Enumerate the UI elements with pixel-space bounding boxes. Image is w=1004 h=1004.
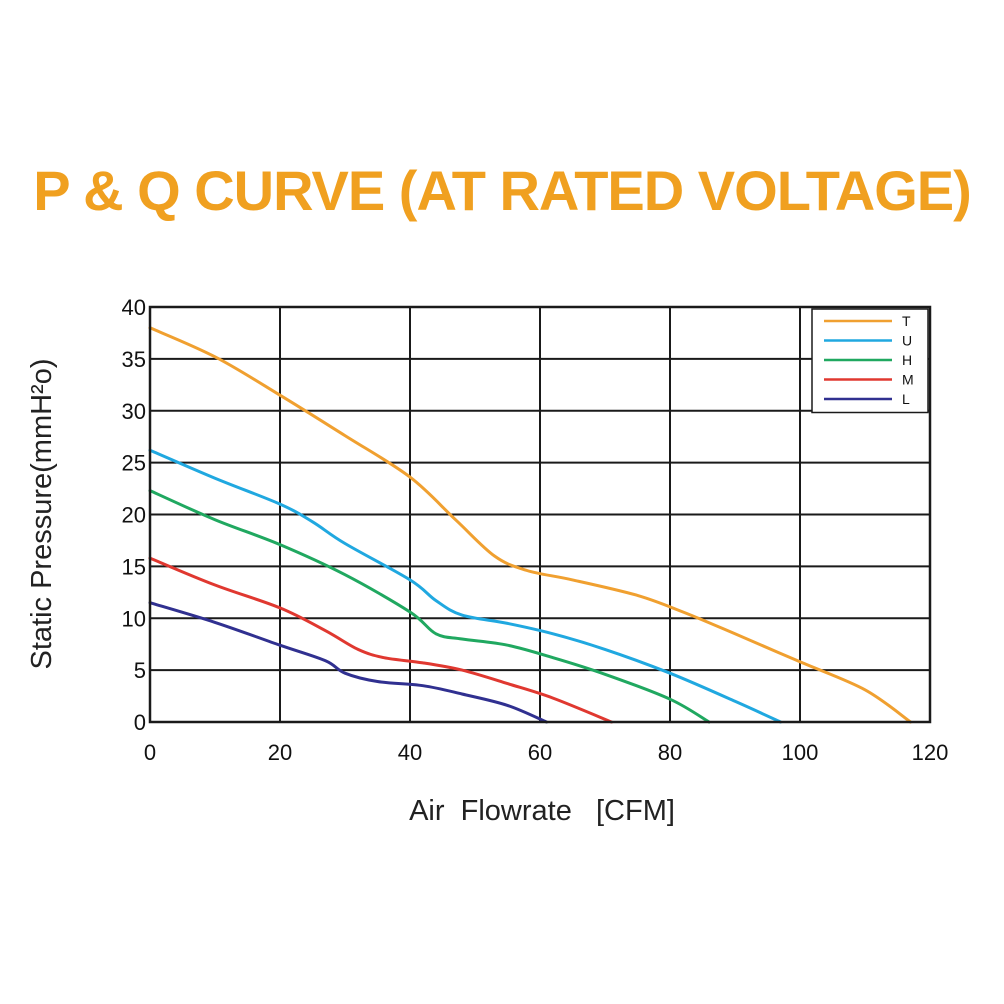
y-tick-label-10: 10 bbox=[122, 606, 146, 631]
plot-frame bbox=[148, 305, 932, 724]
y-tick-label-25: 25 bbox=[122, 451, 146, 476]
y-tick-label-20: 20 bbox=[122, 503, 146, 528]
legend-label-u: U bbox=[902, 333, 912, 349]
x-tick-label-60: 60 bbox=[528, 740, 552, 765]
x-tick-label-80: 80 bbox=[658, 740, 682, 765]
chart-title: P & Q CURVE (AT RATED VOLTAGE) bbox=[33, 159, 972, 222]
tick-labels: 0 20 40 60 80 100 120 0 5 10 15 20 25 30 35 40 bbox=[122, 295, 949, 765]
series-line-l bbox=[148, 601, 548, 724]
y-tick-label-30: 30 bbox=[122, 399, 146, 424]
x-tick-label-120: 120 bbox=[912, 740, 949, 765]
x-tick-label-40: 40 bbox=[398, 740, 422, 765]
x-axis-label: Air Flowrate [CFM] bbox=[409, 795, 675, 827]
series-line-u bbox=[148, 448, 782, 724]
y-tick-label-15: 15 bbox=[122, 554, 146, 579]
series-line-h bbox=[148, 489, 711, 724]
y-tick-label-5: 5 bbox=[134, 658, 146, 683]
legend-label-t: T bbox=[902, 313, 911, 329]
x-tick-label-20: 20 bbox=[268, 740, 292, 765]
y-tick-label-0: 0 bbox=[134, 710, 146, 735]
x-tick-label-100: 100 bbox=[782, 740, 819, 765]
series-line-m bbox=[148, 556, 613, 724]
legend-label-l: L bbox=[902, 391, 910, 407]
legend-label-h: H bbox=[902, 352, 912, 368]
plot-border bbox=[148, 305, 932, 724]
x-tick-label-0: 0 bbox=[144, 740, 156, 765]
series-lines bbox=[148, 326, 912, 724]
series-line-t bbox=[148, 326, 912, 724]
y-tick-label-40: 40 bbox=[122, 295, 146, 320]
y-tick-label-35: 35 bbox=[122, 347, 146, 372]
y-axis-label: Static Pressure(mmH²o) bbox=[26, 359, 58, 670]
grid bbox=[150, 307, 930, 722]
legend-label-m: M bbox=[902, 372, 914, 388]
